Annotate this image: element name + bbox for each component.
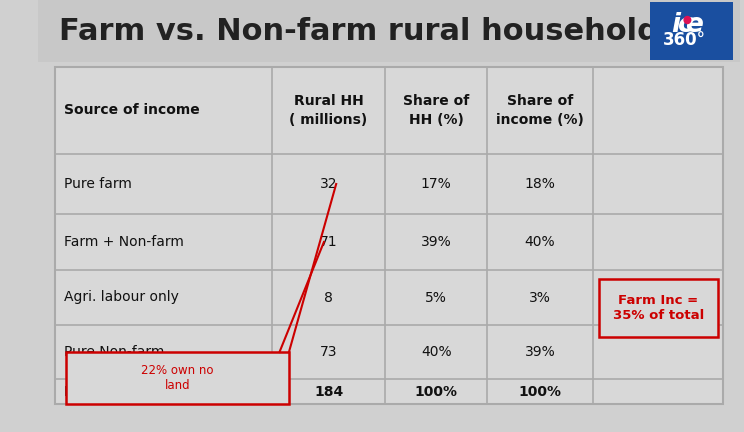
Circle shape	[684, 16, 690, 23]
Text: Farm + Non-farm: Farm + Non-farm	[64, 235, 184, 249]
Text: i: i	[672, 12, 681, 38]
Text: 40%: 40%	[421, 345, 452, 359]
Text: 100%: 100%	[414, 384, 458, 398]
Text: Pure farm: Pure farm	[64, 177, 132, 191]
Text: e: e	[685, 12, 703, 38]
Text: Share of
income (%): Share of income (%)	[496, 94, 584, 127]
Bar	[66, 352, 289, 404]
Text: c: c	[677, 12, 693, 38]
Bar	[55, 67, 723, 404]
Text: 17%: 17%	[421, 177, 452, 191]
Text: Share of
HH (%): Share of HH (%)	[403, 94, 469, 127]
Bar	[599, 279, 718, 337]
Text: 32: 32	[320, 177, 337, 191]
Text: 5%: 5%	[426, 290, 447, 305]
Bar	[38, 0, 740, 62]
Text: 73: 73	[320, 345, 337, 359]
Text: Pure Non-farm: Pure Non-farm	[64, 345, 164, 359]
Text: 360°: 360°	[663, 31, 706, 49]
Text: Farm Inc =
35% of total: Farm Inc = 35% of total	[612, 294, 704, 322]
Text: 71: 71	[320, 235, 338, 249]
Text: 40%: 40%	[525, 235, 556, 249]
Text: 39%: 39%	[421, 235, 452, 249]
Text: Agri. labour only: Agri. labour only	[64, 290, 179, 305]
Text: Rural total: Rural total	[64, 384, 148, 398]
Text: 184: 184	[314, 384, 343, 398]
Text: Farm vs. Non-farm rural households: Farm vs. Non-farm rural households	[60, 16, 677, 45]
Text: 18%: 18%	[525, 177, 556, 191]
Bar	[650, 2, 733, 60]
Text: Rural HH
( millions): Rural HH ( millions)	[289, 94, 368, 127]
Text: 8: 8	[324, 290, 333, 305]
Text: 22% own no
land: 22% own no land	[141, 364, 214, 392]
Text: 100%: 100%	[519, 384, 562, 398]
Text: 39%: 39%	[525, 345, 556, 359]
Text: Source of income: Source of income	[64, 104, 200, 118]
Text: 3%: 3%	[529, 290, 551, 305]
